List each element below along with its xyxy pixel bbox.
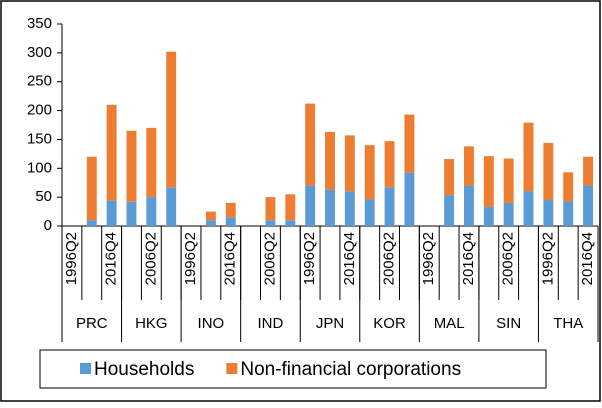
bar-segment xyxy=(225,217,236,226)
bar-segment xyxy=(126,130,137,202)
bar-segment xyxy=(464,146,474,186)
bar-segment xyxy=(464,185,474,226)
bar-segment xyxy=(444,159,455,196)
x-tick-label: 2016Q4 xyxy=(222,232,239,285)
bar-segment xyxy=(384,187,395,226)
x-tick-label: 2016Q4 xyxy=(460,232,477,285)
bar-segment xyxy=(285,220,296,226)
bar-segment xyxy=(563,201,574,226)
y-tick-label: 0 xyxy=(44,217,52,234)
y-tick-label: 350 xyxy=(27,15,52,32)
bar-segment xyxy=(503,158,514,203)
x-tick-label: 1996Q2 xyxy=(63,232,80,285)
bar-segment xyxy=(523,122,534,192)
x-tick-label: 2016Q4 xyxy=(103,232,120,285)
bar-segment xyxy=(384,141,395,188)
bar-segment xyxy=(523,191,534,226)
x-tick-label: 2006Q2 xyxy=(381,232,398,285)
bar-segment xyxy=(146,127,157,198)
group-label: JPN xyxy=(316,315,344,332)
group-label: KOR xyxy=(373,315,406,332)
group-label: IND xyxy=(258,315,284,332)
y-tick-label: 300 xyxy=(27,44,52,61)
group-label: HKG xyxy=(135,315,168,332)
x-tick-label: 1996Q2 xyxy=(420,232,437,285)
bar-segment xyxy=(265,220,276,226)
bar-segment xyxy=(344,135,355,192)
bar-segment xyxy=(483,206,494,226)
bar-segment xyxy=(543,142,554,201)
bar-segment xyxy=(205,220,216,226)
y-tick-label: 250 xyxy=(27,73,52,90)
bar-segment xyxy=(583,185,594,226)
bar-segment xyxy=(305,103,316,186)
y-tick-label: 50 xyxy=(35,188,52,205)
bar-segment xyxy=(225,202,236,218)
y-tick-label: 100 xyxy=(27,159,52,176)
bar-segment xyxy=(563,172,574,202)
bar-segment xyxy=(126,201,137,226)
bar-segment xyxy=(86,220,97,226)
legend-swatch xyxy=(226,363,238,374)
bar-segment xyxy=(325,189,335,226)
y-tick-label: 150 xyxy=(27,130,52,147)
bar-segment xyxy=(543,200,554,226)
x-tick-label: 1996Q2 xyxy=(182,232,199,285)
group-label: MAL xyxy=(434,315,465,332)
x-tick-label: 2006Q2 xyxy=(142,232,159,285)
y-tick-label: 200 xyxy=(27,102,52,119)
bar-segment xyxy=(166,187,177,226)
x-tick-label: 2016Q4 xyxy=(341,232,358,285)
group-label: SIN xyxy=(496,315,521,332)
bar-segment xyxy=(404,114,415,173)
bar-segment xyxy=(86,156,97,221)
bar-segment xyxy=(364,199,375,226)
bar-segment xyxy=(106,104,117,201)
bar-segment xyxy=(364,145,375,200)
bar-segment xyxy=(285,194,296,221)
x-tick-label: 2006Q2 xyxy=(500,232,517,285)
bar-segment xyxy=(444,195,455,226)
bar-segment xyxy=(305,185,316,226)
bar-segment xyxy=(205,211,216,221)
group-label: PRC xyxy=(76,315,108,332)
bar-segment xyxy=(483,156,494,207)
legend-box xyxy=(39,349,547,389)
x-tick-label: 2016Q4 xyxy=(579,232,596,285)
x-tick-label: 1996Q2 xyxy=(539,232,556,285)
x-tick-label: 1996Q2 xyxy=(301,232,318,285)
legend-label: Households xyxy=(94,359,194,380)
bar-segment xyxy=(325,131,335,190)
bar-segment xyxy=(106,200,117,226)
group-label: THA xyxy=(553,315,583,332)
bar-segment xyxy=(146,197,157,226)
legend-swatch xyxy=(80,363,91,374)
bar-segment xyxy=(404,172,415,226)
group-label: INO xyxy=(198,315,225,332)
bar-segment xyxy=(344,191,355,226)
x-tick-label: 2006Q2 xyxy=(261,232,278,285)
bar-segment xyxy=(503,202,514,226)
bar-segment xyxy=(166,51,177,188)
legend-label: Non-financial corporations xyxy=(240,359,461,380)
bar-segment xyxy=(265,197,276,221)
bar-segment xyxy=(583,156,594,186)
